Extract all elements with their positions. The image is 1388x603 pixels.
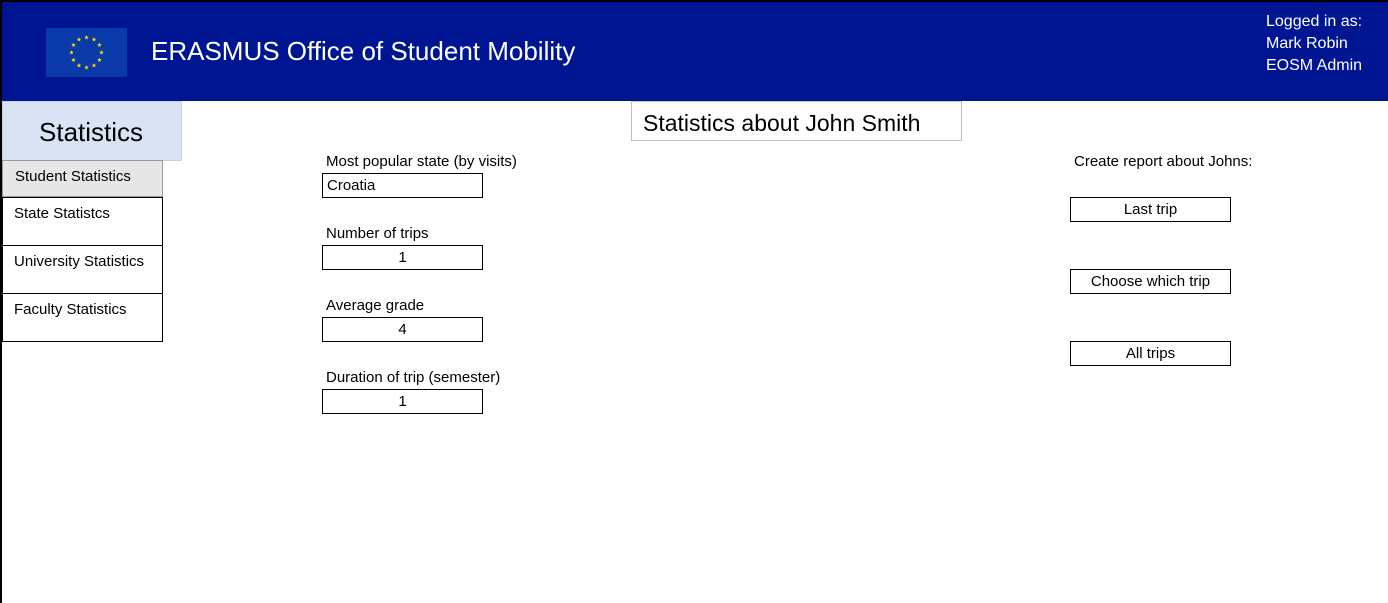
flag-star bbox=[69, 50, 74, 55]
flag-star bbox=[97, 42, 102, 47]
user-info: Logged in as: Mark Robin EOSM Admin bbox=[1266, 11, 1362, 77]
flag-star bbox=[91, 63, 97, 68]
sidebar-item-university-statistics[interactable]: University Statistics bbox=[2, 245, 163, 294]
stat-value-text: 4 bbox=[398, 321, 407, 338]
flag-star bbox=[71, 57, 76, 62]
user-role: EOSM Admin bbox=[1266, 57, 1363, 74]
sidebar-item-label: University Statistics bbox=[14, 253, 145, 270]
app-title: ERASMUS Office of Student Mobility bbox=[151, 36, 576, 66]
sidebar-item-faculty-statistics[interactable]: Faculty Statistics bbox=[2, 293, 163, 342]
flag-star bbox=[97, 57, 102, 62]
flag-star bbox=[84, 65, 89, 70]
page-title-text: Statistics about John Smith bbox=[643, 110, 921, 136]
stat-value-average-grade: 4 bbox=[322, 317, 483, 342]
flag-star bbox=[99, 50, 104, 55]
flag-star bbox=[71, 42, 76, 47]
stat-value-number-of-trips: 1 bbox=[322, 245, 483, 270]
choose-which-trip-button[interactable]: Choose which trip bbox=[1070, 269, 1231, 294]
stat-value-duration: 1 bbox=[322, 389, 483, 414]
eu-flag-icon bbox=[46, 28, 127, 77]
last-trip-button[interactable]: Last trip bbox=[1070, 197, 1231, 222]
page-title: Statistics about John Smith bbox=[631, 101, 962, 141]
sidebar-title-label: Statistics bbox=[39, 117, 144, 147]
sidebar-item-student-statistics[interactable]: Student Statistics bbox=[2, 160, 163, 197]
sidebar-title: Statistics bbox=[2, 101, 182, 161]
flag-star bbox=[84, 35, 89, 40]
stat-label-number-of-trips: Number of trips bbox=[326, 225, 429, 242]
logged-in-label: Logged in as: bbox=[1266, 13, 1363, 30]
app-header: ERASMUS Office of Student Mobility Logge… bbox=[2, 2, 1388, 101]
stat-label-average-grade: Average grade bbox=[326, 297, 425, 314]
stat-value-popular-state: Croatia bbox=[322, 173, 483, 198]
stat-value-text: 1 bbox=[398, 393, 407, 410]
flag-star bbox=[91, 37, 97, 42]
button-label: Choose which trip bbox=[1090, 273, 1211, 290]
stat-value-text: Croatia bbox=[327, 177, 376, 194]
stat-label-duration: Duration of trip (semester) bbox=[326, 369, 501, 386]
user-name: Mark Robin bbox=[1266, 35, 1348, 52]
all-trips-button[interactable]: All trips bbox=[1070, 341, 1231, 366]
report-label: Create report about Johns: bbox=[1074, 153, 1253, 170]
flag-star bbox=[76, 63, 82, 68]
sidebar-item-state-statistics[interactable]: State Statistcs bbox=[2, 197, 163, 246]
sidebar-item-label: State Statistcs bbox=[14, 205, 110, 222]
flag-star bbox=[76, 37, 82, 42]
stat-label-popular-state: Most popular state (by visits) bbox=[326, 153, 517, 170]
stat-value-text: 1 bbox=[398, 249, 407, 266]
sidebar-item-label: Faculty Statistics bbox=[14, 301, 127, 318]
button-label: All trips bbox=[1125, 345, 1176, 362]
sidebar-item-label: Student Statistics bbox=[15, 168, 131, 185]
button-label: Last trip bbox=[1123, 201, 1178, 218]
